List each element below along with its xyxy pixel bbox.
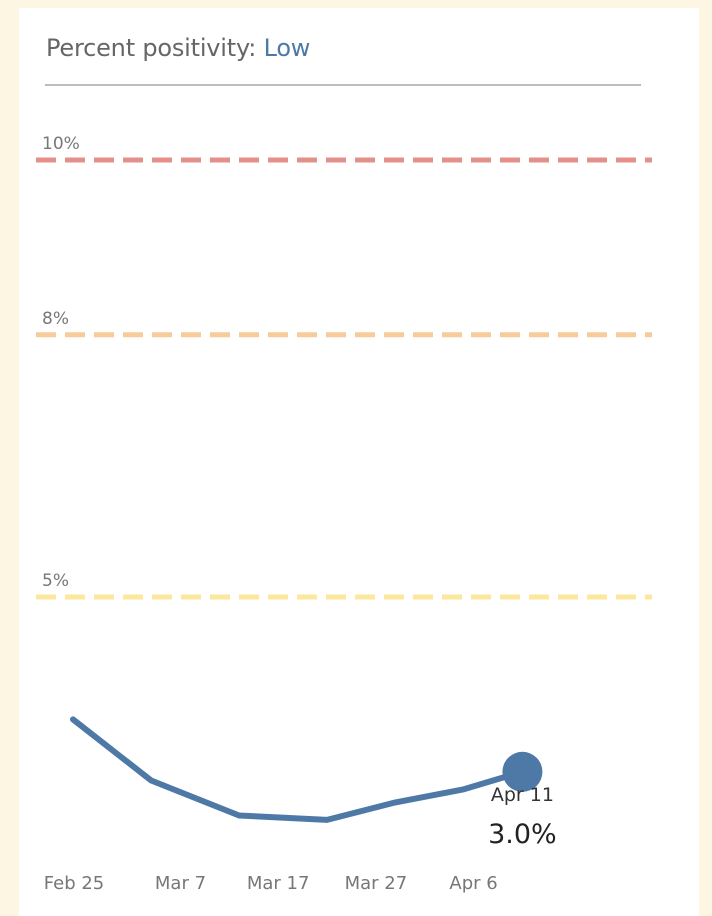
latest-date-label: Apr 11 [491,784,554,806]
header-label: Percent positivity: [46,34,257,62]
x-tick-label: Mar 7 [155,873,206,894]
latest-value-label: 3.0% [488,819,557,850]
x-tick-label: Apr 6 [449,873,497,894]
threshold-label-10: 10% [42,134,80,154]
header-divider [45,84,641,86]
x-tick-label: Mar 17 [247,873,310,894]
positivity-series-line [70,716,526,823]
x-tick-label: Mar 27 [345,873,408,894]
chart-header: Percent positivity: Low [46,34,310,62]
threshold-label-8: 8% [42,309,69,329]
x-tick-label: Feb 25 [44,873,105,894]
threshold-label-5: 5% [42,571,69,591]
latest-point-marker [502,751,543,792]
positivity-level: Low [263,34,311,62]
